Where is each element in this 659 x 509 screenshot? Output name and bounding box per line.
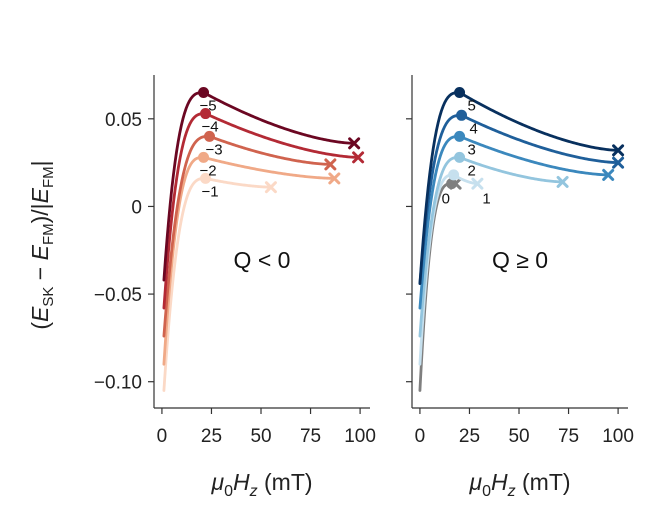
panel-annotation: Q < 0 bbox=[234, 247, 291, 273]
series-line bbox=[162, 91, 356, 282]
end-marker bbox=[264, 181, 277, 194]
x-tick-label: 0 bbox=[415, 426, 426, 447]
series: −3 bbox=[162, 130, 337, 338]
peak-marker bbox=[198, 87, 210, 99]
x-tick-label: 75 bbox=[300, 426, 321, 447]
series-line bbox=[418, 113, 620, 285]
x-tick-label: 50 bbox=[508, 426, 529, 447]
series-line bbox=[418, 91, 620, 285]
series-line bbox=[162, 155, 336, 366]
peak-marker bbox=[454, 130, 466, 142]
end-marker bbox=[328, 172, 341, 185]
series-q-label: −3 bbox=[205, 141, 222, 158]
series-q-label: 2 bbox=[468, 162, 476, 179]
series: 2 bbox=[418, 151, 569, 338]
peak-marker bbox=[448, 169, 460, 181]
series-q-label: 4 bbox=[470, 120, 478, 137]
series: 4 bbox=[418, 109, 625, 285]
series: 5 bbox=[418, 87, 625, 285]
axes: 0 25 50 75 100 0.05 0 −0.05 −0.10 μ0Hz (mT) bbox=[94, 75, 376, 500]
end-marker bbox=[612, 144, 625, 157]
peak-marker bbox=[203, 130, 215, 142]
series-q-label: −4 bbox=[202, 119, 219, 136]
series-q-label: −2 bbox=[200, 162, 217, 179]
y-tick-label: 0.05 bbox=[105, 110, 142, 131]
series: −5 bbox=[162, 87, 361, 282]
end-marker bbox=[602, 168, 615, 181]
series-line bbox=[418, 155, 565, 338]
end-marker bbox=[348, 137, 361, 150]
end-marker bbox=[471, 177, 484, 190]
series-q-label: 1 bbox=[482, 191, 490, 208]
end-marker bbox=[556, 175, 569, 188]
series-line bbox=[162, 112, 360, 310]
series-line bbox=[162, 134, 332, 338]
series: −1 bbox=[162, 172, 277, 392]
panel-annotation: Q ≥ 0 bbox=[492, 247, 548, 273]
series-q-label: 0 bbox=[442, 191, 450, 208]
x-tick-label: 100 bbox=[602, 426, 634, 447]
x-tick-label: 75 bbox=[558, 426, 579, 447]
y-axis-title: (ESK − EFM)/|EFM| bbox=[27, 160, 57, 329]
peak-marker bbox=[198, 151, 210, 163]
series-q-label: −5 bbox=[200, 98, 217, 115]
peak-marker bbox=[200, 108, 212, 120]
peak-marker bbox=[456, 109, 468, 121]
x-axis-title: μ0Hz (mT) bbox=[210, 469, 312, 500]
end-marker bbox=[449, 177, 462, 190]
series-q-label: 5 bbox=[468, 98, 476, 115]
series-line bbox=[162, 177, 273, 392]
x-tick-label: 0 bbox=[157, 426, 168, 447]
end-marker bbox=[324, 158, 337, 171]
panel-negative-q: 0 25 50 75 100 0.05 0 −0.05 −0.10 μ0Hz (mT) Q < 0 −… bbox=[94, 75, 376, 500]
y-tick-label: −0.05 bbox=[94, 285, 142, 306]
x-tick-label: 25 bbox=[459, 426, 480, 447]
y-tick-label: −0.10 bbox=[94, 373, 142, 394]
x-tick-label: 50 bbox=[250, 426, 271, 447]
panel-nonnegative-q: 0 25 50 75 100 μ0Hz (mT) Q ≥ 0 0 12 3 4 5 bbox=[406, 75, 634, 500]
series-line bbox=[418, 134, 610, 310]
series: −2 bbox=[162, 151, 341, 366]
peak-marker bbox=[200, 172, 212, 184]
peak-marker bbox=[454, 151, 466, 163]
end-marker bbox=[352, 151, 365, 164]
x-axis-title: μ0Hz (mT) bbox=[468, 469, 570, 500]
series-q-label: −1 bbox=[202, 183, 219, 200]
x-tick-label: 100 bbox=[344, 426, 376, 447]
end-marker bbox=[612, 156, 625, 169]
series: −4 bbox=[162, 108, 365, 310]
series: 3 bbox=[418, 130, 615, 310]
peak-marker bbox=[454, 87, 466, 99]
x-tick-label: 25 bbox=[201, 426, 222, 447]
y-tick-label: 0 bbox=[131, 197, 142, 218]
series-q-label: 3 bbox=[468, 141, 476, 158]
